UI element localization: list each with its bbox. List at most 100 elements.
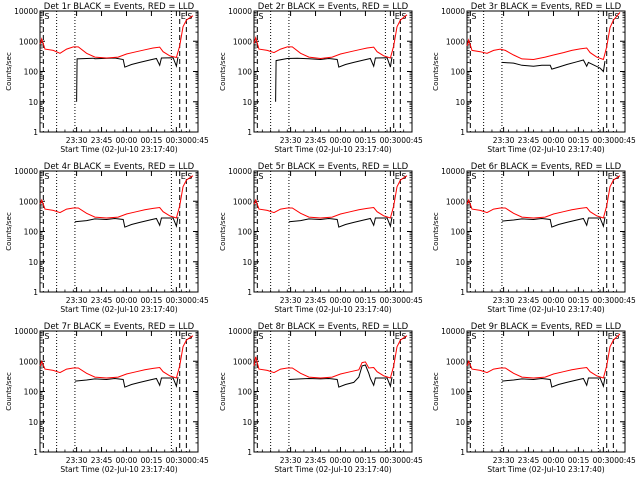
end-marker: E bbox=[395, 332, 400, 341]
x-tick-label: 23:45 bbox=[91, 296, 113, 305]
y-tick-label: 10000 bbox=[14, 327, 38, 336]
y-tick-label: 1000 bbox=[233, 197, 252, 206]
start-marker: S bbox=[471, 172, 476, 181]
x-tick-label: 23:45 bbox=[91, 456, 113, 465]
events-series-line bbox=[74, 377, 179, 389]
y-tick-label: 10000 bbox=[441, 7, 465, 16]
x-axis-label: Start Time (02-Jul-10 23:17:40) bbox=[60, 465, 177, 474]
start-marker: S bbox=[44, 12, 49, 21]
x-tick-label: 00:30 bbox=[166, 296, 188, 305]
x-tick-label: 00:45 bbox=[614, 136, 636, 145]
x-tick-label: 23:45 bbox=[305, 136, 327, 145]
end-marker: E bbox=[181, 332, 186, 341]
x-tick-label: 00:30 bbox=[593, 296, 615, 305]
y-tick-label: 100 bbox=[451, 68, 466, 77]
y-tick-label: 1 bbox=[33, 288, 38, 297]
plot-frame bbox=[466, 330, 626, 453]
x-axis-label: Start Time (02-Jul-10 23:17:40) bbox=[487, 305, 604, 314]
x-tick-label: 23:30 bbox=[280, 136, 302, 145]
x-tick-label: 00:45 bbox=[187, 296, 209, 305]
events-series-line bbox=[288, 217, 393, 229]
start-marker: S bbox=[44, 172, 49, 181]
chart-title: Det 4r BLACK = Events, RED = LLD bbox=[44, 162, 195, 172]
x-tick-label: 00:00 bbox=[543, 456, 565, 465]
y-axis-label: Counts/sec bbox=[219, 212, 227, 251]
y-axis-label: Counts/sec bbox=[432, 372, 440, 411]
lld-series-line bbox=[39, 175, 194, 219]
x-axis-label: Start Time (02-Jul-10 23:17:40) bbox=[274, 465, 391, 474]
chart-title: Det 9r BLACK = Events, RED = LLD bbox=[471, 322, 622, 332]
end-marker: E bbox=[181, 172, 186, 181]
x-axis-label: Start Time (02-Jul-10 23:17:40) bbox=[487, 145, 604, 154]
x-axis-label: Start Time (02-Jul-10 23:17:40) bbox=[60, 305, 177, 314]
x-tick-label: 23:30 bbox=[280, 296, 302, 305]
plot-frame bbox=[466, 10, 626, 133]
x-tick-label: 00:45 bbox=[187, 456, 209, 465]
start-marker: S bbox=[258, 12, 263, 21]
y-tick-label: 1 bbox=[460, 288, 465, 297]
plot-frame bbox=[39, 10, 199, 133]
events-series-line bbox=[76, 57, 179, 102]
y-tick-label: 100 bbox=[451, 388, 466, 397]
y-tick-label: 10 bbox=[455, 418, 465, 427]
x-tick-label: 00:00 bbox=[330, 296, 352, 305]
x-axis-label: Start Time (02-Jul-10 23:17:40) bbox=[487, 465, 604, 474]
x-tick-label: 00:15 bbox=[141, 136, 163, 145]
start-marker: S bbox=[471, 12, 476, 21]
y-axis-label: Counts/sec bbox=[5, 212, 13, 251]
x-tick-label: 23:30 bbox=[493, 136, 515, 145]
y-tick-label: 1 bbox=[460, 128, 465, 137]
end-marker: E bbox=[395, 12, 400, 21]
x-tick-label: 23:45 bbox=[518, 136, 540, 145]
chart-panel-1: Det 1r BLACK = Events, RED = LLD 1 10 100 10… bbox=[5, 2, 209, 154]
lld-series-line bbox=[39, 15, 194, 59]
chart-title: Det 2r BLACK = Events, RED = LLD bbox=[258, 2, 409, 12]
x-tick-label: 00:15 bbox=[355, 456, 377, 465]
y-tick-label: 1 bbox=[247, 128, 252, 137]
start-marker: S bbox=[187, 172, 192, 181]
x-tick-label: 23:45 bbox=[305, 296, 327, 305]
end-marker: E bbox=[608, 12, 613, 21]
lld-series-line bbox=[466, 333, 621, 379]
plot-frame bbox=[39, 330, 199, 453]
x-tick-label: 00:15 bbox=[568, 296, 590, 305]
x-tick-label: 23:45 bbox=[518, 296, 540, 305]
end-marker: E bbox=[608, 332, 613, 341]
x-tick-label: 00:15 bbox=[355, 136, 377, 145]
y-tick-label: 100 bbox=[451, 228, 466, 237]
y-axis-label: Counts/sec bbox=[432, 212, 440, 251]
x-tick-label: 00:15 bbox=[355, 296, 377, 305]
y-tick-label: 10 bbox=[242, 98, 252, 107]
chart-title: Det 3r BLACK = Events, RED = LLD bbox=[471, 2, 622, 12]
plot-frame bbox=[39, 170, 199, 293]
x-tick-label: 23:30 bbox=[493, 296, 515, 305]
x-tick-label: 23:45 bbox=[91, 136, 113, 145]
y-tick-label: 100 bbox=[24, 388, 39, 397]
events-series-line bbox=[501, 377, 606, 389]
y-tick-label: 100 bbox=[238, 388, 253, 397]
lld-series-line bbox=[253, 14, 408, 60]
x-tick-label: 00:00 bbox=[116, 136, 138, 145]
chart-title: Det 8r BLACK = Events, RED = LLD bbox=[258, 322, 409, 332]
start-marker: S bbox=[258, 172, 263, 181]
x-tick-label: 00:15 bbox=[141, 296, 163, 305]
chart-title: Det 1r BLACK = Events, RED = LLD bbox=[44, 2, 195, 12]
y-tick-label: 10000 bbox=[228, 7, 252, 16]
chart-panel-2: Det 2r BLACK = Events, RED = LLD 1 10 100 10… bbox=[219, 2, 423, 154]
y-tick-label: 10000 bbox=[14, 167, 38, 176]
x-tick-label: 00:45 bbox=[401, 456, 423, 465]
y-tick-label: 10 bbox=[28, 418, 38, 427]
y-tick-label: 1 bbox=[460, 448, 465, 457]
lld-series-line bbox=[39, 335, 194, 379]
y-tick-label: 100 bbox=[24, 228, 39, 237]
y-tick-label: 10000 bbox=[228, 327, 252, 336]
x-tick-label: 00:00 bbox=[330, 456, 352, 465]
start-marker: S bbox=[401, 172, 406, 181]
chart-title: Det 5r BLACK = Events, RED = LLD bbox=[258, 162, 409, 172]
events-series-line bbox=[501, 59, 606, 73]
y-tick-label: 10000 bbox=[228, 167, 252, 176]
start-marker: S bbox=[471, 332, 476, 341]
y-tick-label: 10 bbox=[28, 258, 38, 267]
y-tick-label: 100 bbox=[238, 68, 253, 77]
